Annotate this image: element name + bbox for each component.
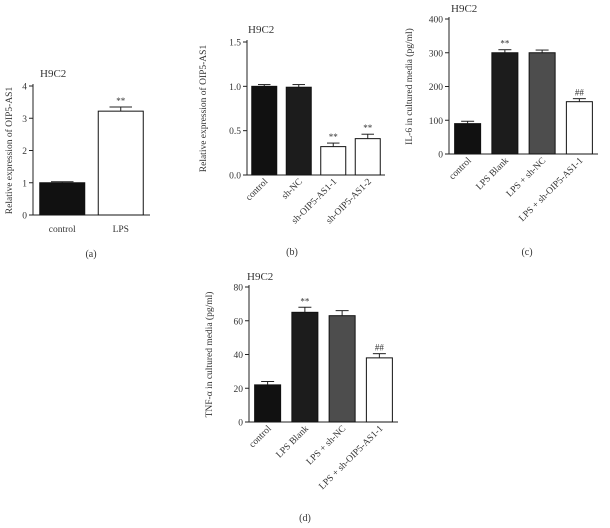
y-axis-label: Relative expression of OIP5-AS1: [4, 87, 15, 215]
panel-label: (c): [521, 247, 532, 258]
y-axis-label: IL-6 in cultured media (pg/ml): [404, 28, 415, 145]
x-category-label: LPS + sh-OIP5-AS1-1: [518, 156, 586, 224]
y-tick-label: 1: [22, 179, 27, 189]
significance-marker: **: [363, 123, 373, 133]
bar-lps-sh-nc: [528, 52, 556, 155]
y-tick-label: 4: [22, 83, 27, 93]
chart-title: H9C2: [248, 24, 274, 36]
x-category-label: control: [244, 177, 270, 203]
y-tick-label: 100: [429, 117, 444, 127]
bar-control: [251, 85, 278, 176]
bar-control: [454, 123, 482, 155]
y-tick-label: 0: [438, 151, 443, 161]
y-tick-label: 60: [234, 317, 244, 327]
x-category-label: LPS + sh-OIP5-AS1-1: [318, 424, 386, 492]
x-category-label: control: [248, 424, 274, 450]
chart-panel-b: H9C2 0.0 0.5 1.0 1.5 Relative expression of O…: [198, 24, 385, 258]
significance-marker: **: [329, 132, 339, 142]
bar-sh-nc: [285, 86, 312, 176]
y-tick-label: 400: [429, 16, 444, 26]
x-category-label: LPS Blank: [475, 156, 512, 193]
panel-label: (b): [286, 247, 298, 258]
y-tick-label: 0.5: [229, 127, 241, 137]
chart-panel-d: H9C2 0 20 40 60 80 TNF-α in cultured media (pg…: [204, 271, 398, 524]
chart-panel-c: H9C2 0 100 200 300 400 IL-6 in cultured media …: [404, 3, 598, 258]
bar-lps: [97, 110, 144, 216]
chart-panel-a: H9C2 0 1 2 3 4 Relative expression of OIP5-AS1…: [4, 68, 150, 260]
y-tick-label: 300: [429, 49, 444, 59]
chart-title: H9C2: [451, 3, 477, 15]
y-tick-label: 80: [234, 284, 244, 294]
y-tick-label: 200: [429, 83, 444, 93]
bar-sh-oip5-as1-1: [320, 146, 347, 176]
y-axis-label: Relative expression of OIP5-AS1: [198, 45, 209, 173]
panel-label: (d): [299, 513, 311, 524]
y-tick-label: 1.5: [229, 39, 241, 49]
bar-lps-sh-oip5-as1-1: [365, 357, 393, 423]
x-category-label: control: [49, 225, 76, 235]
panel-label: (a): [85, 249, 96, 260]
y-axis-label: TNF-α in cultured media (pg/ml): [204, 292, 215, 418]
y-tick-label: 2: [22, 147, 27, 157]
y-tick-label: 0.0: [229, 172, 241, 182]
y-tick-label: 0: [22, 212, 27, 222]
significance-marker: **: [500, 39, 510, 49]
x-category-label: control: [448, 156, 474, 182]
significance-marker: ##: [375, 343, 385, 353]
x-category-label: sh-NC: [280, 177, 305, 202]
significance-marker: ##: [575, 88, 585, 98]
significance-marker: **: [300, 296, 310, 306]
chart-title: H9C2: [247, 271, 273, 283]
y-tick-label: 0: [238, 419, 243, 429]
bar-lps-blank: [491, 52, 519, 155]
bar-lps-sh-oip5-as1-1: [565, 101, 593, 155]
significance-marker: **: [116, 96, 126, 106]
y-tick-label: 3: [22, 115, 27, 125]
bar-lps-blank: [291, 311, 319, 423]
bar-lps-sh-nc: [328, 315, 356, 423]
y-tick-label: 20: [234, 385, 244, 395]
bar-sh-oip5-as1-2: [354, 138, 381, 176]
y-tick-label: 1.0: [229, 83, 241, 93]
x-category-label: LPS Blank: [275, 424, 312, 461]
chart-title: H9C2: [40, 68, 66, 80]
bar-control: [39, 182, 86, 216]
bar-control: [254, 384, 282, 423]
y-tick-label: 40: [234, 351, 244, 361]
x-category-label: LPS: [113, 225, 129, 235]
